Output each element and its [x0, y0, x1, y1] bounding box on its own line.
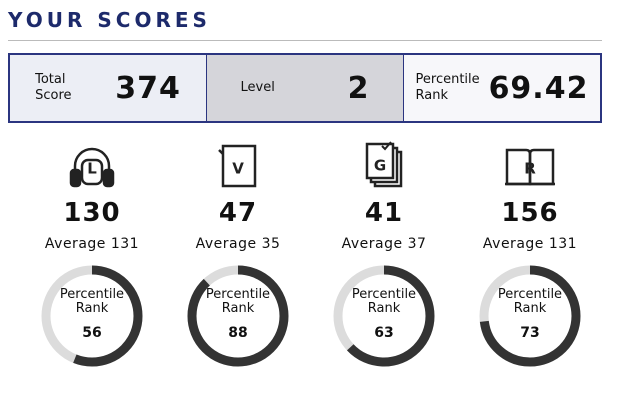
score: 41 [364, 198, 404, 228]
percentile-label: Percentile Rank [351, 287, 417, 316]
icon: V [218, 144, 257, 188]
donut: Percentile Rank 73 [476, 262, 584, 370]
percentile-label: Percentile Rank [205, 287, 271, 316]
icon-letter: G [374, 157, 386, 175]
average-label: Average [44, 236, 106, 252]
donut-text: Percentile Rank 73 [476, 287, 584, 341]
percentile-value: 63 [374, 325, 394, 341]
donut-chart [41, 265, 143, 367]
average-label: Average [195, 236, 257, 252]
percentile-label: Percentile Rank [59, 287, 125, 316]
summary-value: 374 [115, 70, 181, 106]
percentile-value: 88 [228, 325, 248, 341]
icon: R [505, 148, 555, 186]
donut-arc [41, 265, 143, 367]
summary-box: Total Score 374 Level 2 Percentile Rank 69.42 [8, 53, 602, 123]
donut-text: Percentile Rank 63 [330, 287, 438, 341]
average: Average 131 [19, 236, 165, 252]
score: 130 [63, 198, 121, 228]
score-section: R 156 Average 131 Percentile Rank 73 [457, 140, 603, 370]
icon-shape [218, 149, 224, 155]
average-label: Average [341, 236, 403, 252]
icon: L [69, 147, 115, 188]
average-label: Average [482, 236, 544, 252]
icon-letter: L [87, 160, 97, 178]
icon-shape [80, 158, 104, 186]
score-section: L 130 Average 131 Percentile Rank 56 [19, 140, 165, 370]
score: 156 [501, 198, 559, 228]
summary-label: Level [240, 80, 275, 95]
donut-arc [479, 265, 581, 367]
title: YOUR SCORES [8, 8, 211, 32]
summary-value: 2 [347, 70, 370, 106]
summary-label: Total Score [35, 72, 72, 103]
donut: Percentile Rank 63 [330, 262, 438, 370]
donut-chart [333, 265, 435, 367]
icon-shape [221, 144, 257, 188]
score: 47 [218, 198, 258, 228]
summary-cell: Percentile Rank 69.42 [403, 55, 600, 121]
icon-shape [69, 168, 82, 188]
donut-text: Percentile Rank 88 [184, 287, 292, 341]
icon-shape [381, 141, 392, 151]
icon-shape [102, 168, 115, 188]
average: Average 131 [457, 236, 603, 252]
icon-letter: R [524, 160, 536, 178]
summary-label: Percentile Rank [415, 72, 480, 103]
percentile-value: 56 [82, 325, 102, 341]
percentile-label: Percentile Rank [497, 287, 563, 316]
icon-shape [73, 147, 111, 176]
average-value: 35 [261, 236, 281, 252]
average-value: 131 [110, 236, 140, 252]
score-section: V 47 Average 35 Percentile Rank 88 [165, 140, 311, 370]
donut-chart [479, 265, 581, 367]
icon-shape [528, 148, 555, 186]
average-value: 37 [407, 236, 427, 252]
donut-text: Percentile Rank 56 [38, 287, 146, 341]
average: Average 37 [311, 236, 457, 252]
average: Average 35 [165, 236, 311, 252]
donut-arc [333, 265, 435, 367]
summary-cell: Total Score 374 [10, 55, 206, 121]
score-section: G 41 Average 37 Percentile Rank 63 [311, 140, 457, 370]
summary-value: 69.42 [488, 70, 589, 106]
icon: G [365, 141, 403, 188]
icon-shape [365, 142, 395, 180]
icon-letter: V [232, 160, 244, 178]
divider [8, 40, 602, 41]
donut-chart [187, 265, 289, 367]
percentile-value: 73 [520, 325, 540, 341]
donut-arc [187, 265, 289, 367]
donut: Percentile Rank 88 [184, 262, 292, 370]
average-value: 131 [548, 236, 578, 252]
donut: Percentile Rank 56 [38, 262, 146, 370]
summary-cell: Level 2 [206, 55, 403, 121]
